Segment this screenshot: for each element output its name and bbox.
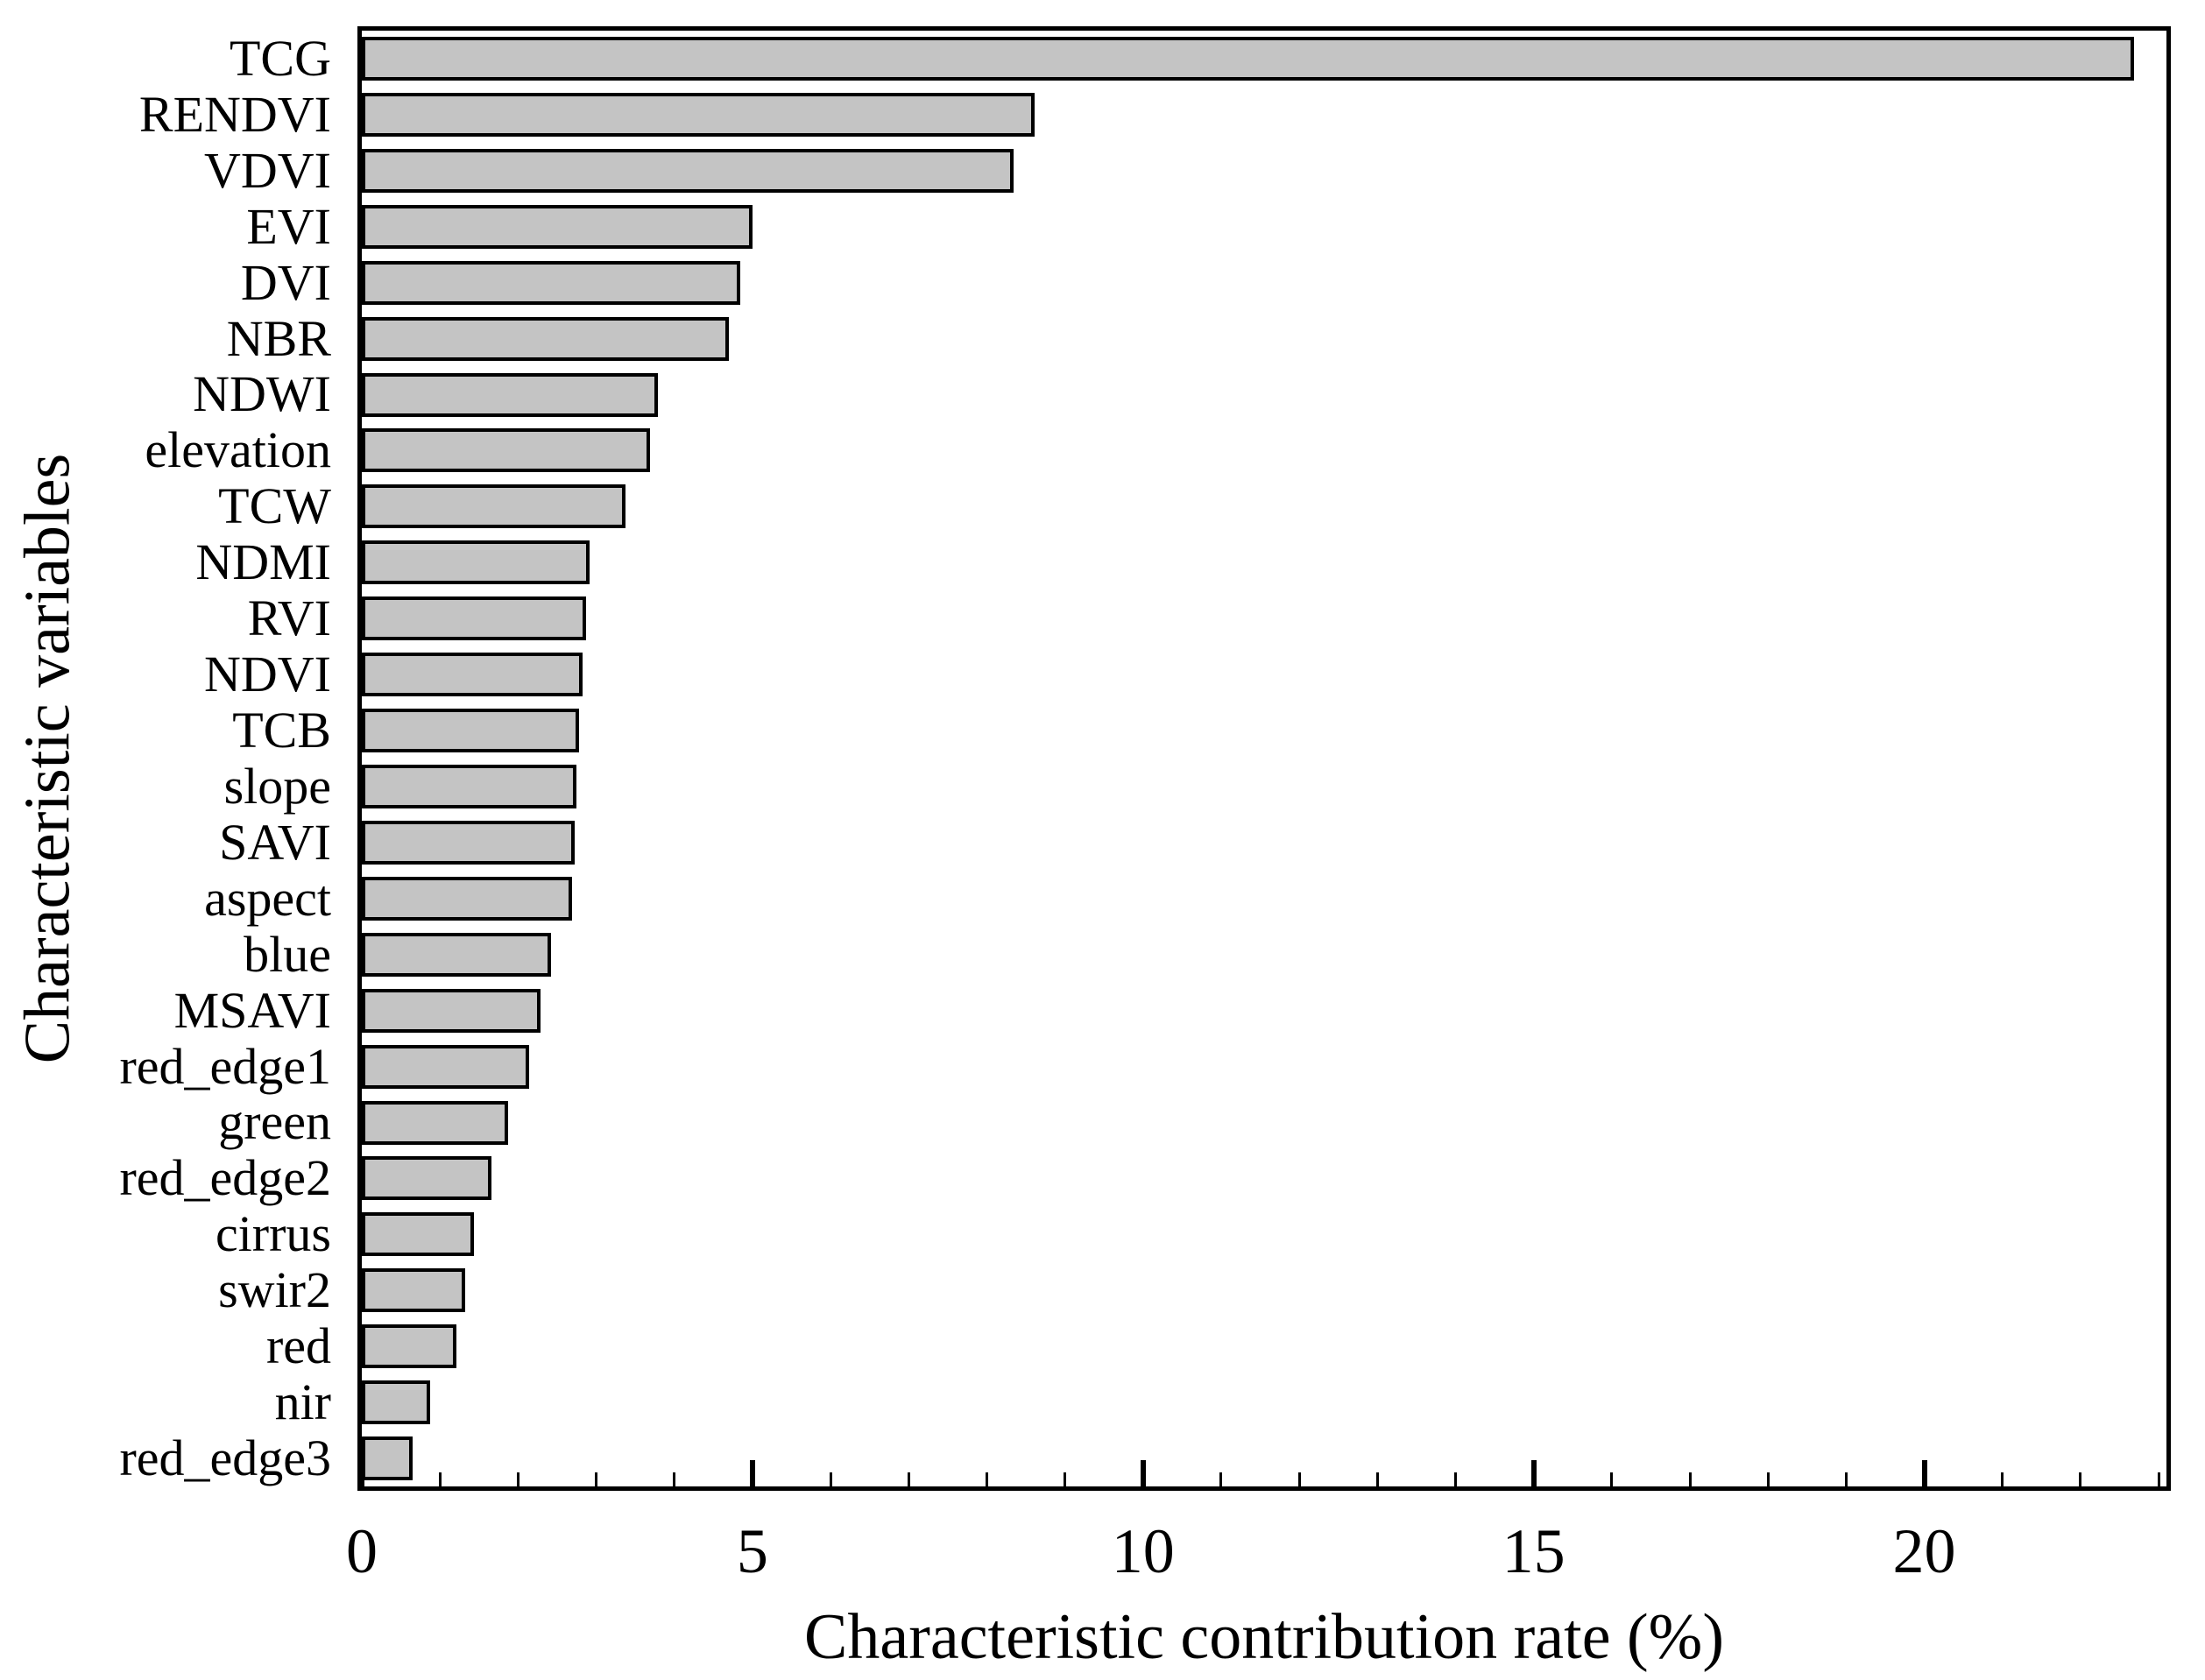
bar-red <box>362 1324 456 1369</box>
category-label-cirrus: cirrus <box>215 1205 331 1263</box>
x-minor-tick-13 <box>1375 1472 1379 1486</box>
category-label-elevation: elevation <box>145 421 331 479</box>
x-minor-tick-7 <box>907 1472 910 1486</box>
bar-elevation <box>362 428 651 473</box>
x-tick-label-20: 20 <box>1892 1516 1956 1586</box>
category-label-TCG: TCG <box>230 29 331 87</box>
x-minor-tick-16 <box>1610 1472 1614 1486</box>
category-label-VDVI: VDVI <box>204 141 331 199</box>
x-major-tick-15 <box>1530 1460 1537 1486</box>
category-label-aspect: aspect <box>204 869 331 927</box>
bar-aspect <box>362 876 572 921</box>
bar-TCG <box>362 36 2134 81</box>
bar-NDMI <box>362 540 590 585</box>
x-minor-tick-8 <box>985 1472 988 1486</box>
category-label-NDMI: NDMI <box>195 533 331 591</box>
bar-NBR <box>362 316 730 361</box>
bar-DVI <box>362 260 740 305</box>
category-labels-container: TCG RENDVI VDVI EVI DVI NBR NDWI elevation TCW ND… <box>0 26 345 1491</box>
category-label-TCW: TCW <box>218 477 331 535</box>
category-label-NBR: NBR <box>226 309 331 367</box>
x-minor-tick-22 <box>2079 1472 2082 1486</box>
bar-green <box>362 1100 508 1145</box>
category-label-swir2: swir2 <box>218 1261 331 1319</box>
bar-EVI <box>362 204 753 249</box>
x-tick-label-5: 5 <box>736 1516 768 1586</box>
category-label-blue: blue <box>244 925 331 983</box>
category-label-NDVI: NDVI <box>204 646 331 703</box>
bar-NDWI <box>362 372 658 417</box>
x-minor-tick-11 <box>1219 1472 1223 1486</box>
x-major-tick-20 <box>1921 1460 1927 1486</box>
x-tick-label-0: 0 <box>346 1516 378 1586</box>
bar-MSAVI <box>362 988 541 1033</box>
x-minor-tick-1 <box>438 1472 442 1486</box>
bar-RVI <box>362 596 586 641</box>
plot-area <box>357 26 2171 1491</box>
x-tick-label-15: 15 <box>1502 1516 1565 1586</box>
category-label-red_edge1: red_edge1 <box>119 1037 331 1095</box>
x-minor-tick-21 <box>2001 1472 2004 1486</box>
category-label-SAVI: SAVI <box>219 813 331 871</box>
x-minor-tick-9 <box>1064 1472 1067 1486</box>
category-label-red_edge3: red_edge3 <box>119 1429 331 1487</box>
x-minor-tick-17 <box>1688 1472 1692 1486</box>
category-label-RVI: RVI <box>247 589 331 647</box>
x-minor-tick-6 <box>829 1472 832 1486</box>
category-label-RENDVI: RENDVI <box>138 85 331 143</box>
x-minor-tick-23 <box>2157 1472 2160 1486</box>
x-minor-tick-3 <box>595 1472 598 1486</box>
bar-red_edge2 <box>362 1156 492 1201</box>
category-label-DVI: DVI <box>240 253 331 311</box>
x-minor-tick-2 <box>516 1472 519 1486</box>
x-major-tick-5 <box>749 1460 755 1486</box>
bar-red_edge3 <box>362 1436 413 1481</box>
x-minor-tick-14 <box>1453 1472 1457 1486</box>
bar-SAVI <box>362 820 575 865</box>
bar-NDVI <box>362 653 583 697</box>
bar-swir2 <box>362 1268 465 1313</box>
x-minor-tick-4 <box>673 1472 676 1486</box>
bar-RENDVI <box>362 92 1035 137</box>
x-axis-title: Characteristic contribution rate (%) <box>804 1601 1724 1673</box>
category-label-NDWI: NDWI <box>193 365 331 423</box>
x-major-tick-0 <box>359 1460 364 1486</box>
category-label-TCB: TCB <box>232 702 331 759</box>
bar-slope <box>362 764 577 808</box>
category-label-red_edge2: red_edge2 <box>119 1149 331 1207</box>
x-minor-tick-12 <box>1297 1472 1301 1486</box>
bar-blue <box>362 932 551 977</box>
x-minor-tick-18 <box>1766 1472 1770 1486</box>
category-label-green: green <box>218 1093 331 1151</box>
bar-VDVI <box>362 148 1014 193</box>
x-tick-label-10: 10 <box>1111 1516 1175 1586</box>
bar-TCB <box>362 709 579 753</box>
category-label-nir: nir <box>274 1373 331 1431</box>
x-major-tick-10 <box>1140 1460 1146 1486</box>
category-label-red: red <box>265 1317 331 1375</box>
category-label-EVI: EVI <box>246 197 331 255</box>
bar-red_edge1 <box>362 1044 529 1089</box>
category-label-slope: slope <box>223 757 331 815</box>
category-label-MSAVI: MSAVI <box>173 981 331 1039</box>
bar-cirrus <box>362 1212 474 1257</box>
bar-nir <box>362 1380 430 1425</box>
x-minor-tick-19 <box>1844 1472 1848 1486</box>
bar-TCW <box>362 484 626 529</box>
